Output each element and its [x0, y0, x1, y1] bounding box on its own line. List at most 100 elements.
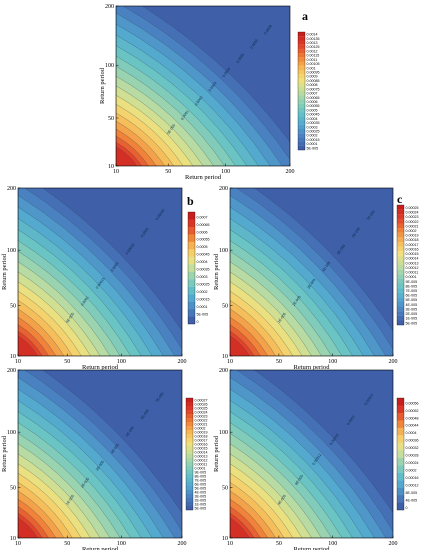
legend-label: 0.00115: [307, 54, 320, 58]
legend-label: 0.00024: [195, 410, 208, 414]
legend-label: 8E-005: [406, 284, 418, 288]
contour-label: 7E-005: [366, 209, 376, 221]
x-tick-label: 50: [276, 359, 282, 365]
legend-label: 0.00018: [195, 434, 208, 438]
contour-label: 0.00016: [329, 433, 340, 446]
legend-swatch: [397, 320, 404, 326]
legend-swatch: [298, 57, 305, 62]
legend-label: 0.00014: [195, 450, 208, 454]
legend-label: 0.0004: [197, 260, 208, 264]
legend-label: 0.0002: [307, 134, 318, 138]
contour-label: 4E-005: [321, 261, 331, 273]
legend-swatch: [298, 107, 305, 113]
legend-swatch: [397, 283, 404, 289]
legend-swatch: [397, 232, 404, 238]
legend-swatch: [298, 128, 305, 134]
legend-swatch: [188, 294, 195, 302]
legend-swatch: [298, 32, 305, 37]
y-tick-label: 100: [219, 430, 228, 436]
legend-swatch: [298, 103, 305, 108]
legend-label: 0.00019: [195, 430, 208, 434]
legend-label: 0.00052: [406, 409, 419, 413]
legend-swatch: [397, 214, 404, 219]
contour-bands: [116, 6, 290, 166]
legend-label: 0.00024: [406, 461, 419, 465]
legend-swatch: [298, 74, 305, 79]
legend-label: 0.00014: [406, 257, 419, 261]
y-tick-label: 100: [7, 430, 16, 436]
y-tick-label: 10: [10, 536, 16, 542]
legend-swatch: [186, 406, 193, 411]
panel-letter: b: [187, 194, 194, 208]
x-tick-label: 100: [221, 169, 230, 175]
legend-label: 0.00023: [406, 215, 419, 219]
x-axis-label: Return period: [82, 364, 119, 371]
x-tick-label: 200: [389, 541, 398, 547]
legend-swatch: [397, 237, 404, 243]
legend-label: 0.00026: [195, 402, 208, 406]
legend-label: 0.00015: [406, 252, 419, 256]
x-tick-label: 100: [328, 359, 337, 365]
legend-label: 0: [197, 320, 199, 324]
legend-label: 0.00044: [406, 424, 419, 428]
plot-frame: [115, 5, 291, 167]
legend-swatch: [397, 297, 404, 303]
legend-label: 0.00021: [406, 224, 419, 228]
x-tick-label: 50: [64, 541, 70, 547]
x-tick-label: 10: [113, 169, 119, 175]
legend-label: 0.00028: [406, 454, 419, 458]
legend-label: 0.00085: [307, 79, 320, 83]
panel-letter: c: [397, 192, 403, 206]
y-axis-label: Return period: [1, 253, 8, 290]
x-tick-label: 200: [389, 359, 398, 365]
legend-label: 9E-005: [195, 470, 207, 474]
legend-swatch: [298, 69, 305, 75]
x-tick-label: 50: [165, 169, 171, 175]
legend-swatch: [298, 36, 305, 41]
legend-swatch: [186, 470, 193, 475]
contour-label: 2E-005: [292, 295, 302, 307]
legend-swatch: [186, 474, 193, 479]
legend-swatch: [298, 145, 305, 151]
contour-label: 0.0003: [208, 81, 218, 92]
legend-swatch: [186, 430, 193, 435]
legend-swatch: [298, 124, 305, 130]
legend-swatch: [188, 309, 195, 317]
contour-label: 4E-005: [110, 443, 120, 455]
legend-swatch: [397, 251, 404, 256]
legend-swatch: [298, 112, 305, 117]
plot-frame: [229, 369, 394, 539]
legend-label: 0.0014: [307, 33, 318, 37]
legend-swatch: [186, 422, 193, 427]
legend-label: 0.0002: [406, 469, 417, 473]
legend-swatch: [186, 446, 193, 451]
contour-label: 0.0006: [249, 38, 259, 49]
contour-label: 0.0003: [140, 227, 150, 238]
legend-label: 0.0004: [406, 431, 417, 435]
legend-label: 0: [406, 506, 408, 510]
legend-label: 0.00013: [406, 261, 419, 265]
legend-swatch: [186, 398, 193, 403]
legend-label: 7E-005: [406, 289, 418, 293]
legend-label: 0.0013: [307, 41, 318, 45]
contour-bands: [18, 370, 182, 538]
x-axis-label: Return period: [294, 546, 331, 550]
legend-swatch: [397, 412, 404, 421]
legend-label: 0.00015: [197, 297, 210, 301]
legend-swatch: [397, 502, 404, 511]
y-tick-label: 50: [108, 116, 114, 122]
panel-b: 5E-0050.00010.000150.00020.000250.00030.…: [1, 186, 210, 371]
plot-frame: [17, 369, 183, 539]
legend-swatch: [397, 228, 404, 233]
legend-label: 0.0002: [197, 290, 208, 294]
legend-label: 0.00013: [195, 454, 208, 458]
legend-swatch: [397, 255, 404, 261]
plot-frame: [229, 187, 394, 357]
x-tick-label: 10: [227, 541, 233, 547]
panel-d: 1E-0052E-0053E-0054E-0055E-0056E-0057E-0…: [1, 368, 208, 550]
legend-swatch: [186, 418, 193, 423]
legend-label: 0.00016: [406, 476, 419, 480]
legend-swatch: [188, 316, 195, 325]
